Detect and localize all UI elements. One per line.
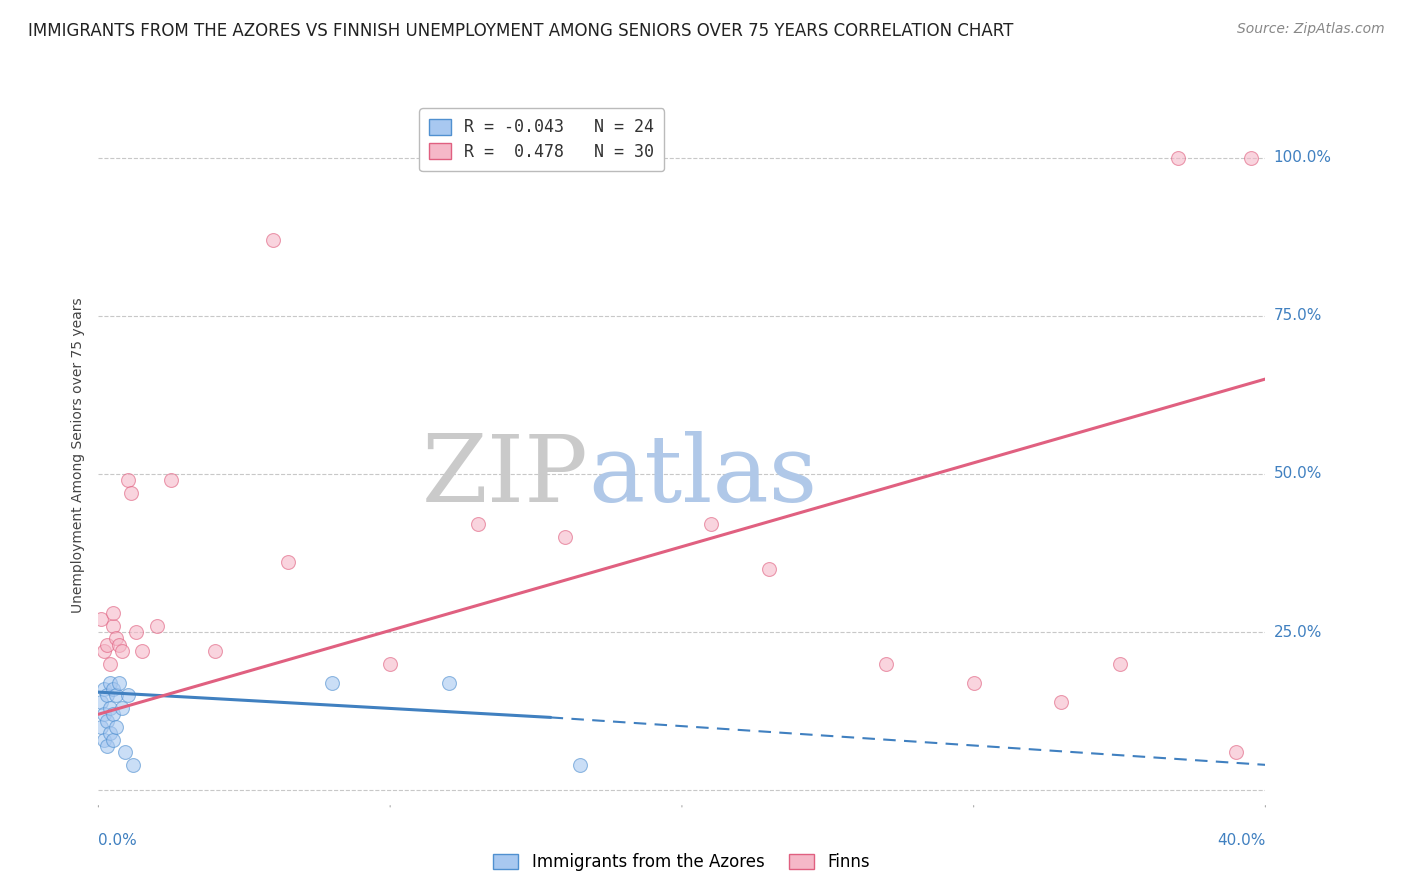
- Point: [554, 530, 576, 544]
- Point: [962, 675, 984, 690]
- Point: [98, 701, 121, 715]
- Y-axis label: Unemployment Among Seniors over 75 years: Unemployment Among Seniors over 75 years: [70, 297, 84, 613]
- Point: [1108, 657, 1130, 671]
- Point: [700, 517, 723, 532]
- Point: [146, 618, 169, 632]
- Point: [262, 233, 284, 247]
- Text: 0.0%: 0.0%: [98, 833, 138, 848]
- Point: [104, 632, 127, 646]
- Point: [131, 644, 153, 658]
- Point: [104, 688, 127, 702]
- Point: [467, 517, 489, 532]
- Point: [101, 732, 124, 747]
- Point: [378, 657, 402, 671]
- Point: [758, 562, 780, 576]
- Legend: R = -0.043   N = 24, R =  0.478   N = 30: R = -0.043 N = 24, R = 0.478 N = 30: [419, 109, 665, 171]
- Point: [108, 675, 131, 690]
- Point: [96, 714, 118, 728]
- Point: [96, 739, 118, 753]
- Point: [321, 675, 343, 690]
- Point: [1050, 695, 1073, 709]
- Point: [101, 707, 124, 722]
- Point: [1167, 151, 1189, 165]
- Text: ZIP: ZIP: [422, 431, 589, 521]
- Point: [568, 757, 591, 772]
- Text: 50.0%: 50.0%: [1274, 467, 1322, 482]
- Point: [111, 701, 134, 715]
- Point: [1240, 151, 1263, 165]
- Point: [90, 612, 112, 626]
- Text: 100.0%: 100.0%: [1274, 150, 1331, 165]
- Point: [98, 657, 121, 671]
- Text: IMMIGRANTS FROM THE AZORES VS FINNISH UNEMPLOYMENT AMONG SENIORS OVER 75 YEARS C: IMMIGRANTS FROM THE AZORES VS FINNISH UN…: [28, 22, 1014, 40]
- Point: [104, 720, 127, 734]
- Point: [204, 644, 226, 658]
- Point: [437, 675, 460, 690]
- Point: [93, 732, 115, 747]
- Point: [122, 757, 145, 772]
- Point: [875, 657, 897, 671]
- Point: [101, 606, 124, 620]
- Text: 75.0%: 75.0%: [1274, 309, 1322, 323]
- Point: [117, 473, 139, 487]
- Point: [101, 618, 124, 632]
- Point: [114, 745, 136, 759]
- Point: [93, 707, 115, 722]
- Text: 40.0%: 40.0%: [1218, 833, 1265, 848]
- Point: [98, 726, 121, 740]
- Point: [90, 720, 112, 734]
- Point: [96, 638, 118, 652]
- Point: [1225, 745, 1247, 759]
- Text: 25.0%: 25.0%: [1274, 624, 1322, 640]
- Point: [160, 473, 183, 487]
- Point: [90, 695, 112, 709]
- Point: [125, 625, 148, 640]
- Point: [108, 638, 131, 652]
- Point: [93, 644, 115, 658]
- Point: [93, 681, 115, 696]
- Point: [98, 675, 121, 690]
- Point: [96, 688, 118, 702]
- Point: [277, 556, 299, 570]
- Text: atlas: atlas: [589, 431, 818, 521]
- Text: Source: ZipAtlas.com: Source: ZipAtlas.com: [1237, 22, 1385, 37]
- Point: [117, 688, 139, 702]
- Point: [120, 486, 142, 500]
- Point: [101, 681, 124, 696]
- Point: [111, 644, 134, 658]
